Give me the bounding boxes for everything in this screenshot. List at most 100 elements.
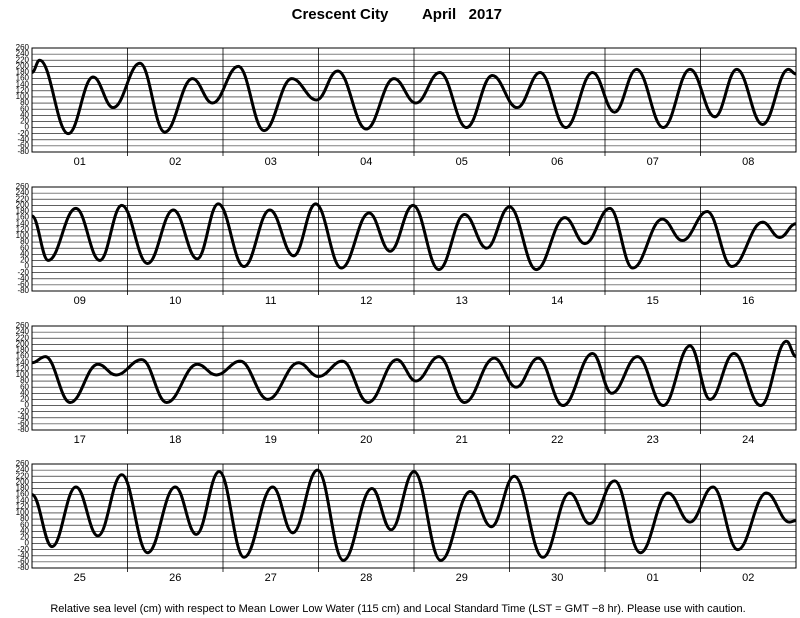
y-tick-label: -20: [17, 545, 29, 554]
y-tick-label: 260: [16, 43, 30, 52]
x-tick-label: 28: [360, 572, 372, 584]
footnote: Relative sea level (cm) with respect to …: [50, 603, 745, 615]
tide-line: [31, 468, 797, 562]
y-tick-label: 240: [16, 327, 30, 336]
y-tick-label: 0: [25, 401, 30, 410]
x-tick-label: 23: [647, 434, 659, 446]
x-tick-label: 08: [742, 156, 754, 168]
y-tick-label: 140: [16, 219, 30, 228]
x-tick-label: 24: [742, 434, 754, 446]
y-tick-label: -80: [17, 286, 29, 295]
y-tick-label: 200: [16, 61, 30, 70]
y-tick-label: -40: [17, 274, 29, 283]
y-tick-label: 240: [16, 188, 30, 197]
y-tick-label: 20: [20, 117, 29, 126]
y-tick-label: 180: [16, 68, 30, 77]
y-tick-label: 60: [20, 520, 29, 529]
y-tick-label: 80: [20, 376, 29, 385]
y-tick-label: 180: [16, 484, 30, 493]
y-tick-label: 20: [20, 256, 29, 265]
y-tick-label: 160: [16, 74, 30, 83]
y-tick-label: 220: [16, 333, 30, 342]
y-tick-label: 40: [20, 526, 29, 535]
y-tick-label: 240: [16, 49, 30, 58]
y-tick-label: 20: [20, 395, 29, 404]
y-tick-label: -80: [17, 147, 29, 156]
y-tick-label: -40: [17, 413, 29, 422]
y-tick-label: 120: [16, 364, 30, 373]
x-tick-label: 22: [551, 434, 563, 446]
x-tick-label: 17: [74, 434, 86, 446]
y-tick-label: 60: [20, 104, 29, 113]
x-tick-label: 11: [265, 295, 276, 307]
y-tick-label: 140: [16, 358, 30, 367]
x-tick-label: 07: [647, 156, 659, 168]
y-tick-label: -80: [17, 563, 29, 572]
tide-line: [30, 202, 797, 272]
y-tick-label: 40: [20, 110, 29, 119]
title-date: April 2017: [422, 6, 502, 23]
y-tick-label: -40: [17, 135, 29, 144]
y-tick-label: -80: [17, 425, 29, 434]
x-tick-label: 02: [169, 156, 181, 168]
y-tick-label: 200: [16, 339, 30, 348]
y-tick-label: 0: [25, 262, 30, 271]
tide-line: [31, 339, 797, 408]
y-tick-label: -60: [17, 419, 29, 428]
x-tick-label: 30: [551, 572, 563, 584]
y-tick-label: 80: [20, 98, 29, 107]
y-tick-label: -60: [17, 141, 29, 150]
x-tick-label: 14: [551, 295, 563, 307]
y-tick-label: 160: [16, 352, 30, 361]
y-tick-label: 180: [16, 207, 30, 216]
y-tick-label: -60: [17, 280, 29, 289]
y-tick-label: 180: [16, 346, 30, 355]
y-tick-label: 0: [25, 539, 30, 548]
y-tick-label: 260: [16, 459, 30, 468]
y-tick-label: 100: [16, 370, 30, 379]
y-tick-label: 260: [16, 321, 30, 330]
y-tick-label: 100: [16, 92, 30, 101]
y-tick-label: 60: [20, 382, 29, 391]
x-tick-label: 25: [74, 572, 86, 584]
x-tick-label: 15: [647, 295, 659, 307]
y-tick-label: 0: [25, 123, 30, 132]
title-place: Crescent City: [292, 6, 389, 23]
y-tick-label: -60: [17, 557, 29, 566]
y-tick-label: 80: [20, 514, 29, 523]
y-tick-label: -20: [17, 129, 29, 138]
x-tick-label: 21: [456, 434, 468, 446]
y-tick-label: 220: [16, 194, 30, 203]
y-tick-label: -20: [17, 268, 29, 277]
y-tick-label: 120: [16, 86, 30, 95]
x-tick-label: 01: [74, 156, 86, 168]
y-tick-label: 220: [16, 55, 30, 64]
tide-line: [31, 58, 797, 136]
x-tick-label: 19: [265, 434, 277, 446]
y-tick-label: 120: [16, 502, 30, 511]
x-tick-label: 26: [169, 572, 181, 584]
x-tick-label: 03: [265, 156, 277, 168]
x-tick-label: 20: [360, 434, 372, 446]
x-tick-label: 10: [169, 295, 181, 307]
y-tick-label: 120: [16, 225, 30, 234]
x-tick-label: 05: [456, 156, 468, 168]
x-tick-label: 12: [360, 295, 372, 307]
x-tick-label: 13: [456, 295, 468, 307]
y-tick-label: 20: [20, 533, 29, 542]
y-tick-label: -20: [17, 407, 29, 416]
y-tick-label: -40: [17, 551, 29, 560]
y-tick-label: 60: [20, 243, 29, 252]
y-tick-label: 200: [16, 200, 30, 209]
y-tick-label: 40: [20, 249, 29, 258]
y-tick-label: 160: [16, 490, 30, 499]
x-tick-label: 01: [647, 572, 659, 584]
x-tick-label: 16: [742, 295, 754, 307]
x-tick-label: 04: [360, 156, 372, 168]
y-tick-label: 80: [20, 237, 29, 246]
x-tick-label: 27: [265, 572, 277, 584]
x-tick-label: 09: [74, 295, 86, 307]
y-tick-label: 160: [16, 213, 30, 222]
y-tick-label: 260: [16, 182, 30, 191]
